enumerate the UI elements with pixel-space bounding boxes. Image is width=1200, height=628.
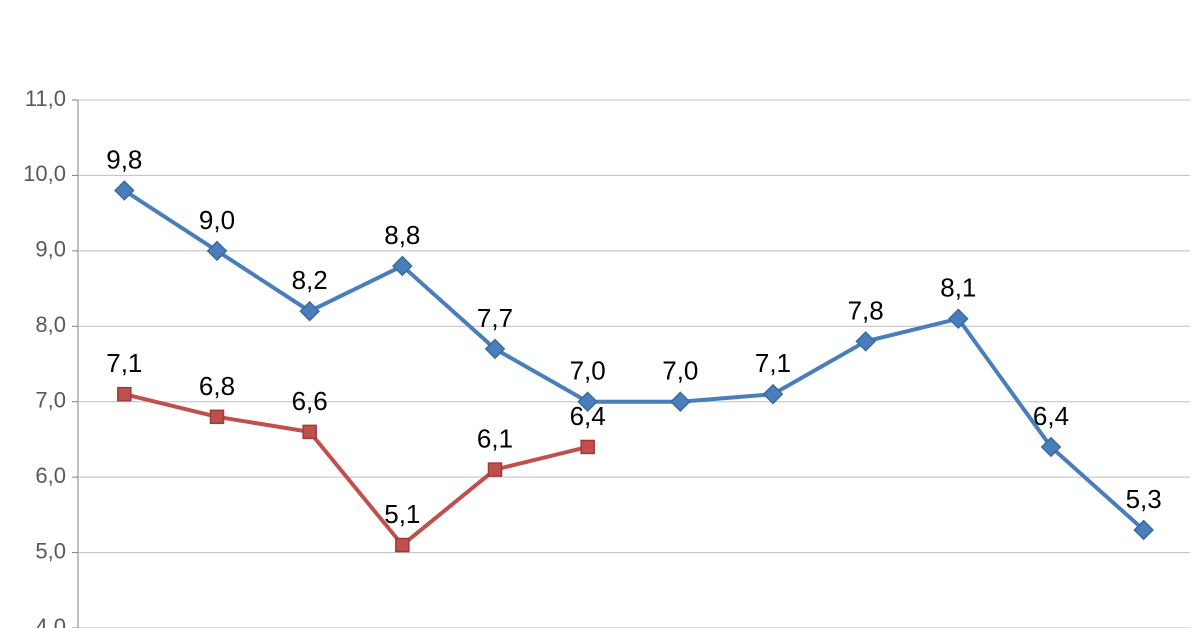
y-tick-label: 7,0 — [35, 388, 66, 413]
series-blue-data-label: 7,1 — [755, 348, 791, 378]
series-blue-data-label: 7,8 — [848, 295, 884, 325]
chart-container: Численность зарегистрированных безработн… — [0, 0, 1200, 628]
series-red-data-label: 6,6 — [292, 386, 328, 416]
y-tick-label: 5,0 — [35, 538, 66, 563]
series-blue-data-label: 8,2 — [292, 265, 328, 295]
y-tick-label: 4,0 — [35, 614, 66, 628]
series-red-data-label: 6,4 — [570, 401, 606, 431]
series-blue-data-label: 6,4 — [1033, 401, 1069, 431]
series-blue-data-label: 7,0 — [662, 356, 698, 386]
y-tick-label: 10,0 — [23, 161, 66, 186]
series-red-data-label: 6,8 — [199, 371, 235, 401]
y-tick-label: 11,0 — [25, 86, 66, 111]
series-red-marker — [581, 440, 594, 453]
chart-bg — [0, 0, 1200, 628]
series-red-data-label: 5,1 — [384, 499, 420, 529]
series-blue-data-label: 9,0 — [199, 205, 235, 235]
series-red-data-label: 6,1 — [477, 424, 513, 454]
series-red-data-label: 7,1 — [106, 348, 142, 378]
series-blue-data-label: 8,8 — [384, 220, 420, 250]
series-red-marker — [211, 410, 224, 423]
series-red-marker — [303, 425, 316, 438]
series-red-marker — [118, 388, 131, 401]
series-red-marker — [396, 539, 409, 552]
series-blue-data-label: 5,3 — [1126, 484, 1162, 514]
series-blue-data-label: 8,1 — [940, 273, 976, 303]
y-tick-label: 9,0 — [35, 237, 66, 262]
series-red-marker — [489, 463, 502, 476]
series-blue-data-label: 7,7 — [477, 303, 513, 333]
chart-svg: 4,0 5,0 6,0 7,0 8,0 9,0 10,0 11,0 9,8 9,0 8,2 8,8 7,… — [0, 0, 1200, 628]
y-tick-label: 6,0 — [35, 463, 66, 488]
series-blue-data-label: 7,0 — [570, 356, 606, 386]
series-blue-data-label: 9,8 — [106, 145, 142, 175]
y-tick-label: 8,0 — [35, 312, 66, 337]
